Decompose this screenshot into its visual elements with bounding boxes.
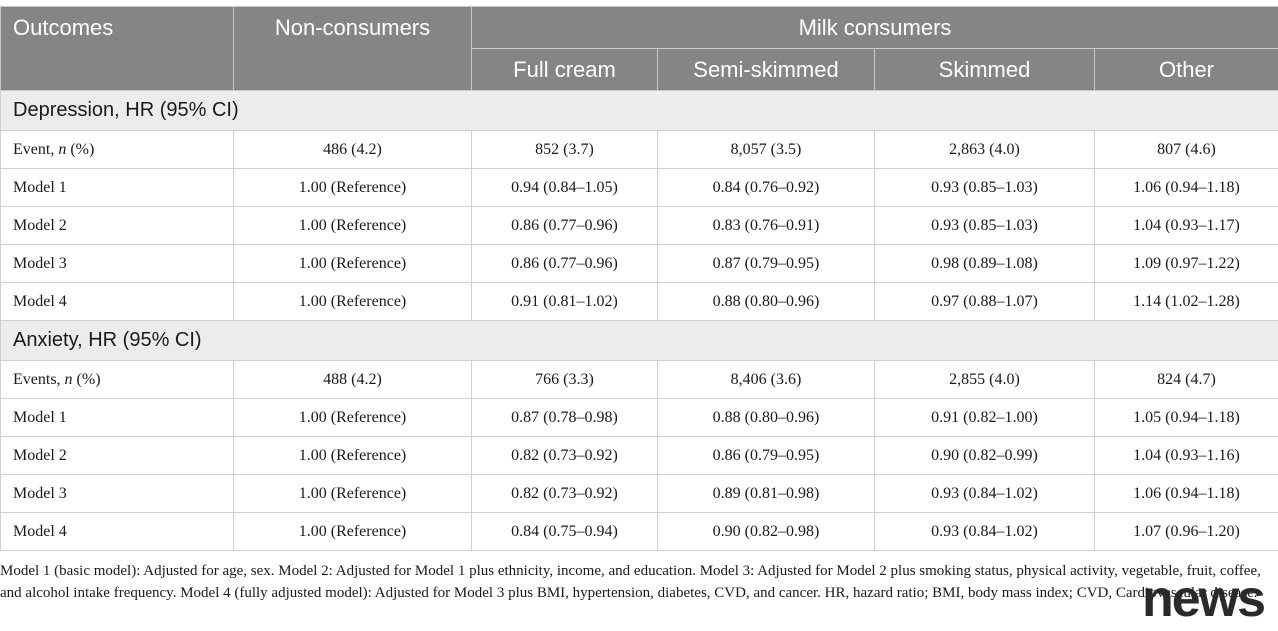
cell-non-consumers: 1.00 (Reference) bbox=[233, 282, 472, 321]
table-row: Model 3 1.00 (Reference) 0.86 (0.77–0.96… bbox=[0, 244, 1278, 283]
cell-non-consumers: 1.00 (Reference) bbox=[233, 436, 472, 475]
watermark-logo: news bbox=[1142, 570, 1266, 628]
table-row: Model 4 1.00 (Reference) 0.84 (0.75–0.94… bbox=[0, 512, 1278, 551]
cell-other: 1.06 (0.94–1.18) bbox=[1094, 168, 1278, 207]
row-label: Model 4 bbox=[0, 512, 234, 551]
cell-skimmed: 0.90 (0.82–0.99) bbox=[874, 436, 1095, 475]
cell-semi-skimmed: 0.86 (0.79–0.95) bbox=[657, 436, 875, 475]
cell-non-consumers: 488 (4.2) bbox=[233, 360, 472, 399]
row-label: Model 1 bbox=[0, 168, 234, 207]
cell-other: 824 (4.7) bbox=[1094, 360, 1278, 399]
cell-semi-skimmed: 0.90 (0.82–0.98) bbox=[657, 512, 875, 551]
table-row: Model 1 1.00 (Reference) 0.87 (0.78–0.98… bbox=[0, 398, 1278, 437]
row-label: Events, n (%) bbox=[0, 360, 234, 399]
table-body: Depression, HR (95% CI) Event, n (%) 486… bbox=[0, 90, 1278, 551]
cell-other: 1.07 (0.96–1.20) bbox=[1094, 512, 1278, 551]
row-label: Event, n (%) bbox=[0, 130, 234, 169]
cell-skimmed: 0.93 (0.84–1.02) bbox=[874, 474, 1095, 513]
header-other: Other bbox=[1094, 48, 1278, 91]
table-header: Outcomes Non-consumers Milk consumers Fu… bbox=[0, 6, 1278, 91]
cell-semi-skimmed: 0.83 (0.76–0.91) bbox=[657, 206, 875, 245]
section-title: Anxiety, HR (95% CI) bbox=[0, 320, 1278, 361]
cell-non-consumers: 1.00 (Reference) bbox=[233, 244, 472, 283]
row-label: Model 3 bbox=[0, 244, 234, 283]
header-milk-consumers: Milk consumers bbox=[471, 6, 1278, 49]
cell-skimmed: 2,855 (4.0) bbox=[874, 360, 1095, 399]
cell-skimmed: 0.98 (0.89–1.08) bbox=[874, 244, 1095, 283]
cell-semi-skimmed: 8,406 (3.6) bbox=[657, 360, 875, 399]
cell-other: 1.14 (1.02–1.28) bbox=[1094, 282, 1278, 321]
header-full-cream: Full cream bbox=[471, 48, 658, 91]
table-row: Model 3 1.00 (Reference) 0.82 (0.73–0.92… bbox=[0, 474, 1278, 513]
cell-full-cream: 0.94 (0.84–1.05) bbox=[471, 168, 658, 207]
header-non-consumers: Non-consumers bbox=[233, 6, 472, 91]
cell-full-cream: 0.87 (0.78–0.98) bbox=[471, 398, 658, 437]
cell-non-consumers: 1.00 (Reference) bbox=[233, 474, 472, 513]
cell-skimmed: 0.97 (0.88–1.07) bbox=[874, 282, 1095, 321]
table-row: Model 2 1.00 (Reference) 0.82 (0.73–0.92… bbox=[0, 436, 1278, 475]
cell-skimmed: 0.93 (0.85–1.03) bbox=[874, 168, 1095, 207]
cell-non-consumers: 1.00 (Reference) bbox=[233, 168, 472, 207]
section-title: Depression, HR (95% CI) bbox=[0, 90, 1278, 131]
table-row: Events, n (%) 488 (4.2) 766 (3.3) 8,406 … bbox=[0, 360, 1278, 399]
table-row: Model 2 1.00 (Reference) 0.86 (0.77–0.96… bbox=[0, 206, 1278, 245]
row-label: Model 2 bbox=[0, 206, 234, 245]
cell-non-consumers: 1.00 (Reference) bbox=[233, 512, 472, 551]
cell-non-consumers: 1.00 (Reference) bbox=[233, 398, 472, 437]
table-row: Event, n (%) 486 (4.2) 852 (3.7) 8,057 (… bbox=[0, 130, 1278, 169]
row-label: Model 4 bbox=[0, 282, 234, 321]
cell-semi-skimmed: 8,057 (3.5) bbox=[657, 130, 875, 169]
cell-full-cream: 0.82 (0.73–0.92) bbox=[471, 474, 658, 513]
cell-full-cream: 852 (3.7) bbox=[471, 130, 658, 169]
table-row: Model 4 1.00 (Reference) 0.91 (0.81–1.02… bbox=[0, 282, 1278, 321]
cell-other: 1.04 (0.93–1.17) bbox=[1094, 206, 1278, 245]
cell-semi-skimmed: 0.87 (0.79–0.95) bbox=[657, 244, 875, 283]
row-label: Model 1 bbox=[0, 398, 234, 437]
results-table: Outcomes Non-consumers Milk consumers Fu… bbox=[0, 6, 1278, 551]
header-skimmed: Skimmed bbox=[874, 48, 1095, 91]
header-semi-skimmed: Semi-skimmed bbox=[657, 48, 875, 91]
cell-full-cream: 766 (3.3) bbox=[471, 360, 658, 399]
row-label: Model 2 bbox=[0, 436, 234, 475]
cell-full-cream: 0.91 (0.81–1.02) bbox=[471, 282, 658, 321]
row-label: Model 3 bbox=[0, 474, 234, 513]
cell-skimmed: 0.91 (0.82–1.00) bbox=[874, 398, 1095, 437]
cell-other: 1.06 (0.94–1.18) bbox=[1094, 474, 1278, 513]
cell-semi-skimmed: 0.88 (0.80–0.96) bbox=[657, 282, 875, 321]
cell-non-consumers: 486 (4.2) bbox=[233, 130, 472, 169]
cell-skimmed: 2,863 (4.0) bbox=[874, 130, 1095, 169]
table-footnote: Model 1 (basic model): Adjusted for age,… bbox=[0, 563, 1261, 601]
section-anxiety: Anxiety, HR (95% CI) bbox=[0, 320, 1278, 361]
cell-non-consumers: 1.00 (Reference) bbox=[233, 206, 472, 245]
header-outcomes: Outcomes bbox=[0, 6, 234, 91]
cell-full-cream: 0.84 (0.75–0.94) bbox=[471, 512, 658, 551]
cell-semi-skimmed: 0.84 (0.76–0.92) bbox=[657, 168, 875, 207]
cell-other: 1.05 (0.94–1.18) bbox=[1094, 398, 1278, 437]
cell-other: 1.09 (0.97–1.22) bbox=[1094, 244, 1278, 283]
cell-skimmed: 0.93 (0.85–1.03) bbox=[874, 206, 1095, 245]
table-row: Model 1 1.00 (Reference) 0.94 (0.84–1.05… bbox=[0, 168, 1278, 207]
cell-other: 1.04 (0.93–1.16) bbox=[1094, 436, 1278, 475]
cell-other: 807 (4.6) bbox=[1094, 130, 1278, 169]
cell-full-cream: 0.86 (0.77–0.96) bbox=[471, 244, 658, 283]
section-depression: Depression, HR (95% CI) bbox=[0, 90, 1278, 131]
cell-semi-skimmed: 0.88 (0.80–0.96) bbox=[657, 398, 875, 437]
cell-full-cream: 0.86 (0.77–0.96) bbox=[471, 206, 658, 245]
cell-semi-skimmed: 0.89 (0.81–0.98) bbox=[657, 474, 875, 513]
cell-skimmed: 0.93 (0.84–1.02) bbox=[874, 512, 1095, 551]
cell-full-cream: 0.82 (0.73–0.92) bbox=[471, 436, 658, 475]
